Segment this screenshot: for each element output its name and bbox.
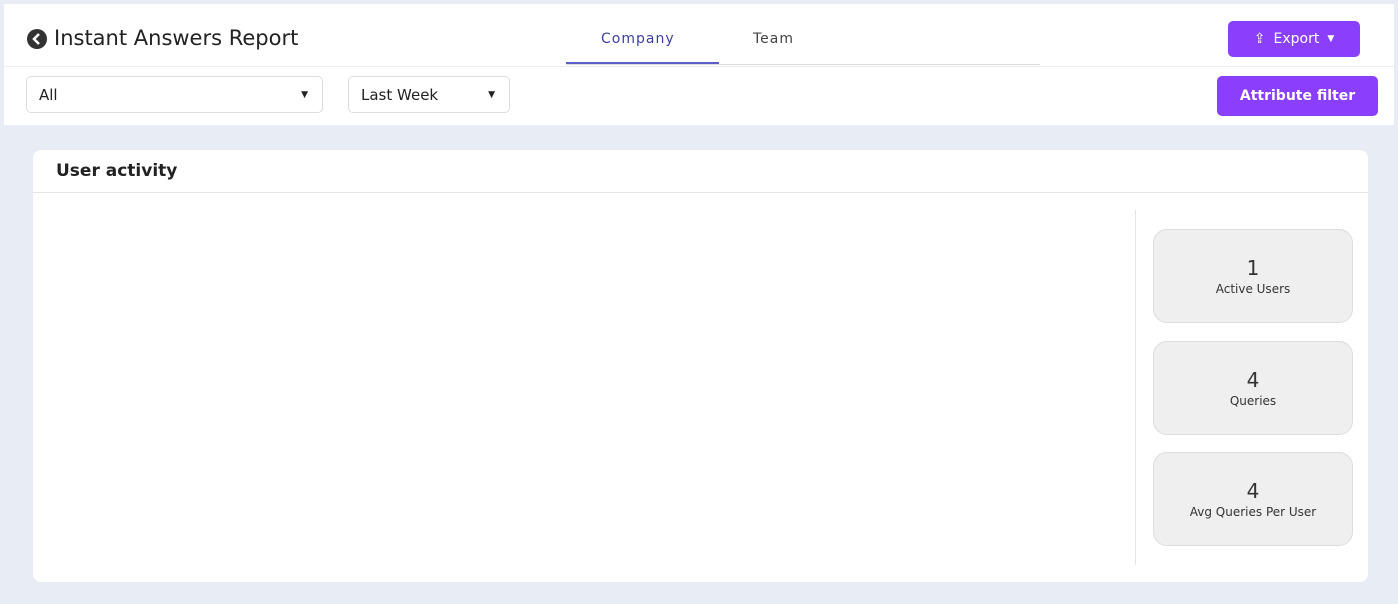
tab[interactable]: Team [753, 31, 795, 47]
stat-label: Avg Queries Per User [1189, 505, 1317, 519]
page-title: Instant Answers Report [54, 26, 299, 50]
tab[interactable]: Company [601, 31, 675, 47]
tab-rule [566, 64, 1040, 65]
export-button[interactable]: ⇪ Export ▼ [1228, 21, 1360, 57]
scope-value: All [39, 85, 58, 104]
card [33, 150, 1368, 582]
stat-card: 1 Active Users [1153, 229, 1353, 323]
stat-value: 1 [1246, 256, 1260, 280]
chart [0, 0, 1130, 600]
stat-label: Queries [1229, 394, 1277, 408]
stat-label: Active Users [1215, 282, 1291, 296]
attribute-filter-button[interactable]: Attribute filter [1217, 76, 1378, 116]
stat-value: 4 [1246, 368, 1260, 392]
divider [33, 192, 1368, 193]
stat-value: 4 [1246, 479, 1260, 503]
divider [1135, 210, 1136, 565]
scope-select[interactable]: All ▼ [26, 76, 323, 113]
stat-card: 4 Queries [1153, 341, 1353, 435]
period-value: Last Week [361, 85, 439, 104]
divider [4, 66, 1394, 67]
stat-card: 4 Avg Queries Per User [1153, 452, 1353, 546]
export-label: Export [1273, 31, 1320, 47]
period-select[interactable]: Last Week ▼ [348, 76, 510, 113]
tab-indicator [566, 62, 719, 64]
card-title: User activity [56, 161, 178, 181]
